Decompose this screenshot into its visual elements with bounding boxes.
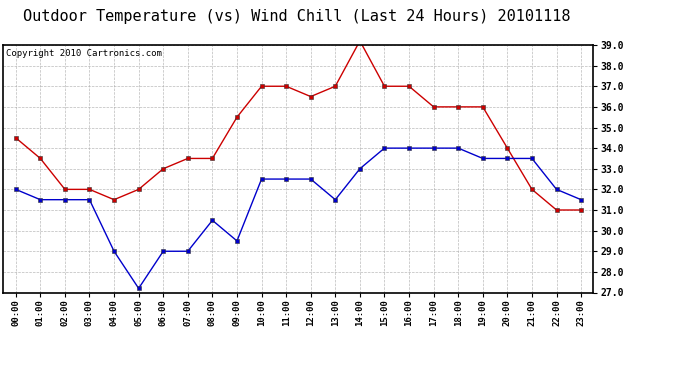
Text: Outdoor Temperature (vs) Wind Chill (Last 24 Hours) 20101118: Outdoor Temperature (vs) Wind Chill (Las…: [23, 9, 571, 24]
Text: Copyright 2010 Cartronics.com: Copyright 2010 Cartronics.com: [6, 49, 162, 58]
